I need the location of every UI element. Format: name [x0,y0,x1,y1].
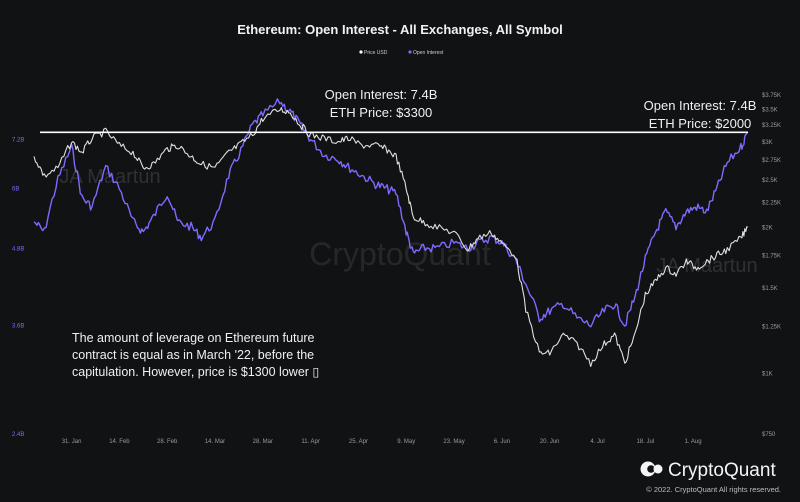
commentary-line-2: contract is equal as in March '22, befor… [72,348,314,362]
legend: Price USD Open Interest [359,50,444,56]
x-axis-tick: 18. Jul [636,439,654,445]
copyright: © 2022. CryptoQuant All rights reserved. [646,485,781,494]
commentary-line-1: The amount of leverage on Ethereum futur… [72,331,315,345]
right-axis-ticks: $750 $1K $1.25K $1.5K $1.75K $2K $2.25K $2.5K $2… [762,93,781,438]
left-axis-tick: 2.4B [12,432,24,438]
x-axis-tick: 23. May [443,439,464,445]
x-axis-tick: 28. Mar [253,439,273,445]
left-axis-tick: 6B [12,186,19,192]
left-axis-tick: 7.2B [12,138,24,144]
legend-oi-marker [408,50,412,54]
left-axis-ticks: 2.4B 3.6B 4.8B 6B 7.2B [12,138,24,438]
right-axis-tick: $2.25K [762,200,781,206]
right-axis-tick: $1.75K [762,253,781,259]
watermark-author-2: JA Maartun [656,255,757,277]
x-axis-tick: 25. Apr [349,439,368,445]
annotation-august-price: ETH Price: $2000 [649,116,752,131]
legend-oi-label[interactable]: Open Interest [413,50,444,56]
x-axis-tick: 20. Jun [540,439,560,445]
annotation-march-price: ETH Price: $3300 [330,105,433,120]
commentary-line-3: capitulation. However, price is $1300 lo… [72,365,319,379]
left-axis-tick: 3.6B [12,323,24,329]
right-axis-tick: $750 [762,432,776,438]
brand-name: CryptoQuant [668,460,776,481]
brand-logo: CryptoQuant [640,460,776,481]
annotation-march: Open Interest: 7.4B ETH Price: $3300 [325,87,438,120]
series-open-interest-line [33,98,749,328]
right-axis-tick: $1.5K [762,286,778,292]
right-axis-tick: $3.5K [762,107,778,113]
right-axis-tick: $3.75K [762,93,781,99]
x-axis-tick: 4. Jul [590,439,604,445]
left-axis-tick: 4.8B [12,246,24,252]
right-axis-tick: $1.25K [762,324,781,330]
commentary-note: The amount of leverage on Ethereum futur… [72,331,319,379]
x-axis-tick: 11. Apr [301,439,320,445]
watermarks: JA Maartun CryptoQuant JA Maartun [59,166,757,277]
x-axis-tick: 28. Feb [157,439,178,445]
chart-title: Ethereum: Open Interest - All Exchanges,… [237,22,563,37]
legend-price-marker [359,50,363,54]
series-price-line [33,107,749,368]
annotation-august: Open Interest: 7.4B ETH Price: $2000 [644,98,757,131]
x-axis-tick: 31. Jan [62,439,82,445]
right-axis-tick: $3K [762,140,773,146]
x-axis-tick: 6. Jun [494,439,510,445]
right-axis-tick: $2.5K [762,178,778,184]
x-axis-tick: 14. Feb [109,439,130,445]
right-axis-tick: $2K [762,225,773,231]
right-axis-tick: $3.25K [762,123,781,129]
x-axis-ticks: 31. Jan 14. Feb 28. Feb 14. Mar 28. Mar 11. A… [62,439,702,445]
right-axis-tick: $2.75K [762,158,781,164]
x-axis-tick: 14. Mar [205,439,225,445]
x-axis-tick: 9. May [397,439,415,445]
annotation-march-oi: Open Interest: 7.4B [325,87,438,102]
watermark-cryptoquant: CryptoQuant [309,236,491,272]
x-axis-tick: 1. Aug [685,439,702,445]
annotation-august-oi: Open Interest: 7.4B [644,98,757,113]
right-axis-tick: $1K [762,371,773,377]
legend-price-label[interactable]: Price USD [364,50,388,56]
